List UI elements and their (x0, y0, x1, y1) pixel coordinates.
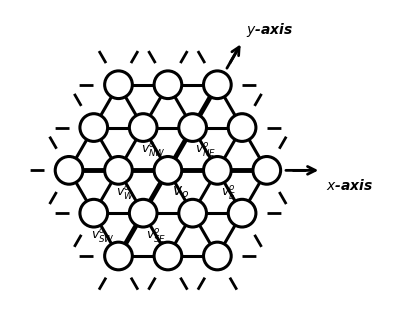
Text: $v^o_W$: $v^o_W$ (116, 184, 134, 202)
Text: $v_o$: $v_o$ (171, 184, 189, 200)
Circle shape (104, 242, 132, 270)
Circle shape (203, 71, 231, 99)
Circle shape (80, 199, 107, 227)
Circle shape (178, 114, 206, 141)
Text: $x$-axis: $x$-axis (325, 178, 372, 193)
Circle shape (129, 199, 157, 227)
Circle shape (154, 71, 181, 99)
Text: $v^o_{NW}$: $v^o_{NW}$ (140, 141, 165, 159)
Circle shape (178, 199, 206, 227)
Circle shape (203, 242, 231, 270)
Text: $y$-axis: $y$-axis (245, 21, 292, 40)
Circle shape (55, 156, 83, 184)
Text: $v^o_E$: $v^o_E$ (221, 184, 236, 202)
Circle shape (154, 156, 181, 184)
Circle shape (104, 156, 132, 184)
Circle shape (129, 114, 157, 141)
Text: $v^o_{NE}$: $v^o_{NE}$ (195, 141, 216, 159)
Text: $v^o_{SW}$: $v^o_{SW}$ (91, 227, 115, 245)
Circle shape (80, 114, 107, 141)
Text: $v^o_{SE}$: $v^o_{SE}$ (145, 227, 166, 245)
Circle shape (228, 199, 255, 227)
Circle shape (252, 156, 280, 184)
Circle shape (203, 156, 231, 184)
Circle shape (104, 71, 132, 99)
Circle shape (154, 242, 181, 270)
Circle shape (228, 114, 255, 141)
